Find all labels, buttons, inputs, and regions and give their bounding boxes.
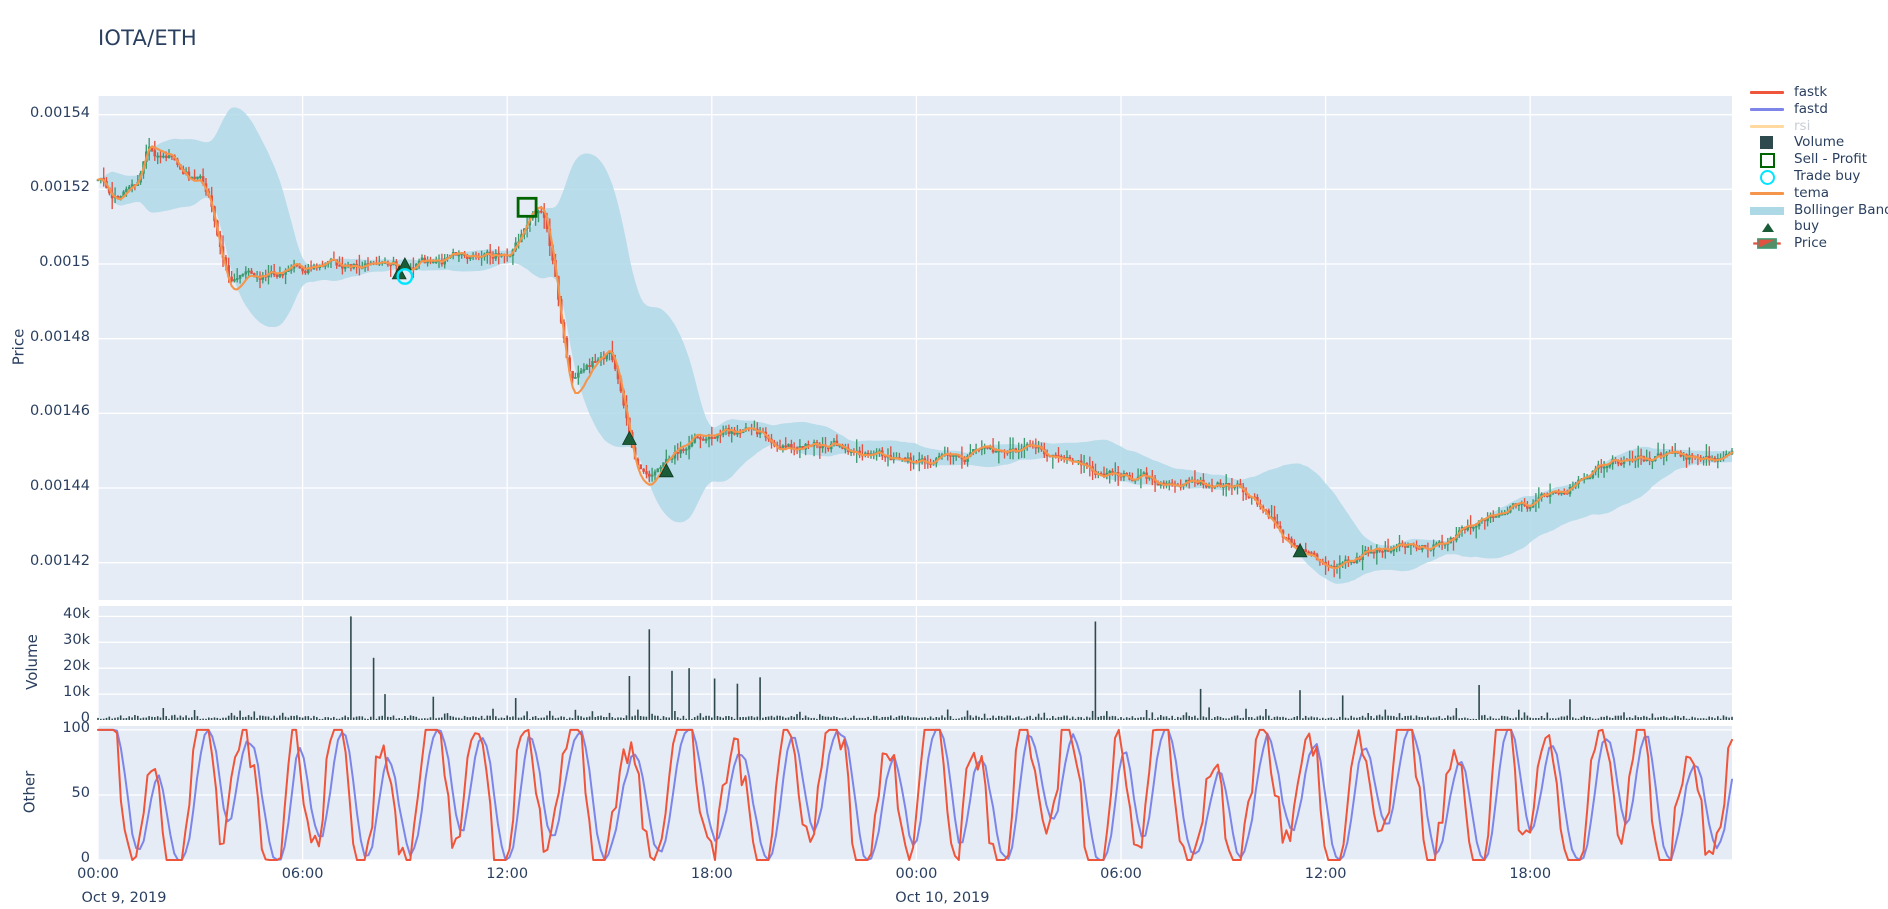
y-tick-label: 0.00148: [30, 328, 90, 345]
x-axis-date-label: Oct 10, 2019: [895, 890, 990, 906]
legend-swatch-line-icon: [1748, 84, 1786, 100]
volume-plot-area[interactable]: [98, 606, 1732, 720]
legend-swatch-square-filled-icon: [1748, 134, 1786, 150]
legend-item-rsi[interactable]: rsi: [1748, 118, 1888, 134]
legend-swatch-square-open-icon: [1748, 151, 1786, 169]
y-tick-label: 0.0015: [39, 254, 90, 270]
legend-swatch-circle-open-icon: [1748, 168, 1786, 185]
y-tick-label: 0.00146: [30, 403, 90, 420]
legend-swatch-triangle-up-icon: [1748, 218, 1786, 234]
y-tick-label: 0: [80, 710, 90, 726]
y-tick-label: 0.00154: [30, 104, 90, 121]
legend-item-label: fastk: [1794, 84, 1828, 101]
x-tick-label: 18:00: [690, 866, 733, 882]
legend-item-label: Trade buy: [1794, 168, 1861, 184]
legend-item-label: buy: [1794, 218, 1820, 235]
y-tick-label: 10k: [63, 684, 90, 701]
x-tick-label: 12:00: [486, 866, 529, 882]
legend-item-price[interactable]: Price: [1748, 235, 1888, 251]
legend-swatch-candle-icon: [1748, 235, 1786, 251]
legend-swatch-line-icon: [1748, 101, 1786, 117]
legend-item-trade-buy[interactable]: Trade buy: [1748, 168, 1888, 185]
y-tick-label: 40k: [63, 606, 90, 623]
legend-item-label: Volume: [1794, 134, 1845, 151]
legend-swatch-band-icon: [1748, 202, 1786, 218]
price-plot-area[interactable]: [98, 96, 1732, 600]
x-tick-label: 00:00: [77, 866, 119, 882]
legend-swatch-line-icon: [1748, 118, 1786, 134]
y-tick-label: 0.00144: [30, 478, 90, 494]
x-tick-label: 12:00: [1304, 866, 1347, 882]
x-tick-label: 18:00: [1509, 866, 1552, 882]
x-tick-label: 06:00: [1100, 866, 1142, 882]
x-tick-label: 06:00: [281, 866, 324, 882]
legend-item-fastk[interactable]: fastk: [1748, 84, 1888, 100]
x-axis-date-label: Oct 9, 2019: [81, 890, 167, 906]
chart-legend[interactable]: fastk fastd rsi Volume Sell - Profit Trade bu…: [1748, 84, 1888, 252]
legend-item-label: tema: [1794, 184, 1830, 201]
legend-item-label: rsi: [1794, 117, 1811, 134]
legend-item-sell-profit[interactable]: Sell - Profit: [1748, 151, 1888, 169]
legend-item-volume[interactable]: Volume: [1748, 134, 1888, 150]
y-tick-label: 0.00142: [30, 552, 90, 569]
legend-item-tema[interactable]: tema: [1748, 185, 1888, 201]
y-tick-label: 0: [80, 850, 90, 866]
y-tick-label: 50: [71, 784, 90, 801]
legend-item-label: Sell - Profit: [1794, 151, 1868, 168]
x-tick-label: 00:00: [895, 866, 938, 882]
legend-item-label: Price: [1794, 235, 1827, 252]
legend-item-label: fastd: [1794, 100, 1828, 117]
y-tick-label: 0.00152: [30, 179, 90, 196]
legend-item-label: Bollinger Band: [1794, 201, 1888, 218]
y-tick-label: 20k: [63, 658, 90, 675]
y-tick-label: 30k: [63, 632, 90, 649]
page-title: IOTA/ETH: [98, 26, 197, 50]
legend-swatch-line-icon: [1748, 185, 1786, 201]
legend-item-buy[interactable]: buy: [1748, 218, 1888, 234]
legend-item-fastd[interactable]: fastd: [1748, 101, 1888, 117]
y-tick-label: 100: [62, 719, 90, 736]
legend-item-bollinger-band[interactable]: Bollinger Band: [1748, 201, 1888, 218]
